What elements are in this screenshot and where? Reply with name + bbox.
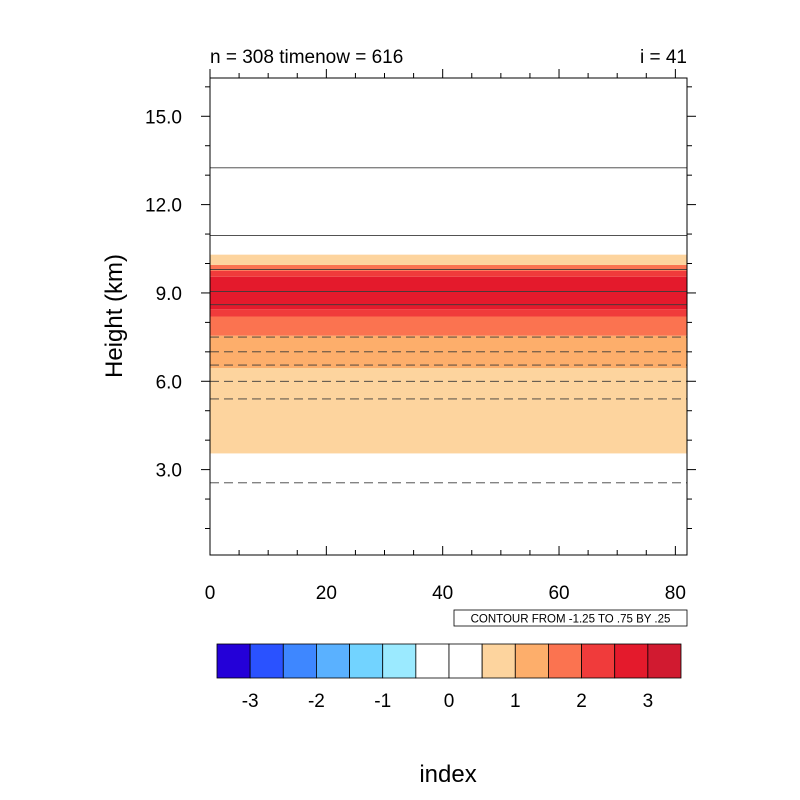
colorbar-box-2	[282, 643, 317, 679]
contour-band-7	[210, 254, 687, 265]
plot-frame	[209, 77, 688, 556]
x-tick-labels: 0 20 40 60 80	[205, 583, 686, 604]
contour-band-5	[210, 270, 687, 277]
contour-band-0	[210, 368, 687, 454]
colorbar-box-4	[349, 643, 384, 679]
colorbar-label: 2	[576, 691, 587, 712]
colorbar-box-3	[316, 643, 350, 679]
plot-area	[201, 69, 696, 556]
colorbar-box-11	[581, 643, 616, 679]
colorbar-label: 3	[643, 691, 654, 712]
y-tick-label: 6.0	[156, 372, 182, 393]
colorbar-box-0	[216, 643, 251, 679]
colorbar-box-7	[448, 643, 483, 679]
y-tick-label: 15.0	[145, 107, 182, 128]
y-tick-label: 12.0	[145, 196, 182, 217]
colorbar-label: -3	[242, 691, 259, 712]
contour-band-2	[210, 316, 687, 336]
contour-band-4	[210, 276, 687, 310]
colorbar-label: -2	[308, 691, 325, 712]
colorbar-box-8	[481, 643, 516, 679]
colorbar-box-1	[249, 643, 284, 679]
x-tick-label: 0	[205, 583, 216, 604]
colorbar-label: 0	[444, 691, 455, 712]
colorbar-labels: -3 -2 -1 0 1 2 3	[242, 691, 653, 712]
title-right: i = 41	[640, 47, 687, 68]
colorbar-box-12	[614, 643, 649, 679]
info-label-box: CONTOUR FROM -1.25 TO .75 BY .25	[453, 609, 688, 627]
y-tick-labels: 3.0 6.0 9.0 12.0 15.0	[145, 107, 182, 481]
colorbar	[216, 643, 682, 679]
colorbar-box-13	[647, 643, 682, 679]
y-tick-label: 3.0	[156, 461, 182, 482]
y-tick-label: 9.0	[156, 284, 182, 305]
x-tick-label: 20	[316, 583, 337, 604]
x-tick-label: 80	[665, 583, 686, 604]
title-left: n = 308 timenow = 616	[210, 47, 403, 68]
colorbar-label: -1	[374, 691, 391, 712]
colorbar-box-10	[548, 643, 582, 679]
contour-lines	[210, 167, 687, 484]
x-tick-label: 60	[548, 583, 569, 604]
contour-band-3	[210, 309, 687, 317]
x-tick-label: 40	[432, 583, 453, 604]
colorbar-box-5	[382, 643, 417, 679]
info-label: CONTOUR FROM -1.25 TO .75 BY .25	[471, 614, 671, 626]
x-axis-label: index	[419, 761, 476, 788]
filled-contour-bands	[210, 254, 687, 454]
contour-band-6	[210, 264, 687, 271]
colorbar-box-9	[514, 643, 549, 679]
colorbar-label: 1	[510, 691, 521, 712]
axis-ticks	[201, 69, 696, 555]
y-axis-label: Height (km)	[101, 254, 128, 378]
info-label-frame	[453, 609, 688, 627]
colorbar-box-6	[415, 643, 450, 679]
